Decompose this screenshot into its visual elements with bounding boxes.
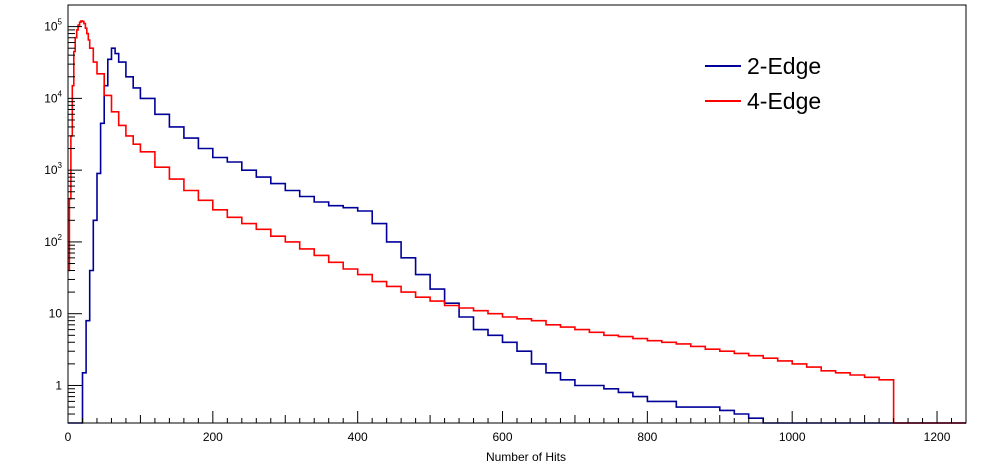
- series-line-four-edge: [68, 20, 966, 424]
- x-axis: 0 200 400 600 800 1000 1200: [65, 411, 967, 444]
- legend: 2-Edge 4-Edge: [705, 53, 821, 114]
- legend-label: 2-Edge: [747, 53, 821, 79]
- y-tick-label: 104: [44, 89, 62, 105]
- x-tick-label: 800: [637, 430, 657, 444]
- x-tick-label: 0: [65, 430, 72, 444]
- y-tick-label: 105: [44, 18, 62, 34]
- y-axis: 1 10 102 103 104 105: [44, 4, 82, 424]
- legend-label: 4-Edge: [747, 88, 821, 114]
- x-tick-label: 1200: [924, 430, 951, 444]
- y-tick-label: 10: [49, 307, 63, 321]
- series-line-two-edge: [68, 47, 966, 424]
- x-tick-label: 400: [348, 430, 368, 444]
- y-tick-label: 102: [44, 233, 62, 249]
- x-tick-label: 200: [203, 430, 223, 444]
- series-layer: [68, 20, 966, 424]
- y-tick-label: 1: [55, 378, 62, 392]
- x-tick-label: 600: [493, 430, 513, 444]
- x-axis-title: Number of Hits: [486, 450, 566, 464]
- x-tick-label: 1000: [779, 430, 806, 444]
- y-tick-label: 103: [44, 161, 62, 177]
